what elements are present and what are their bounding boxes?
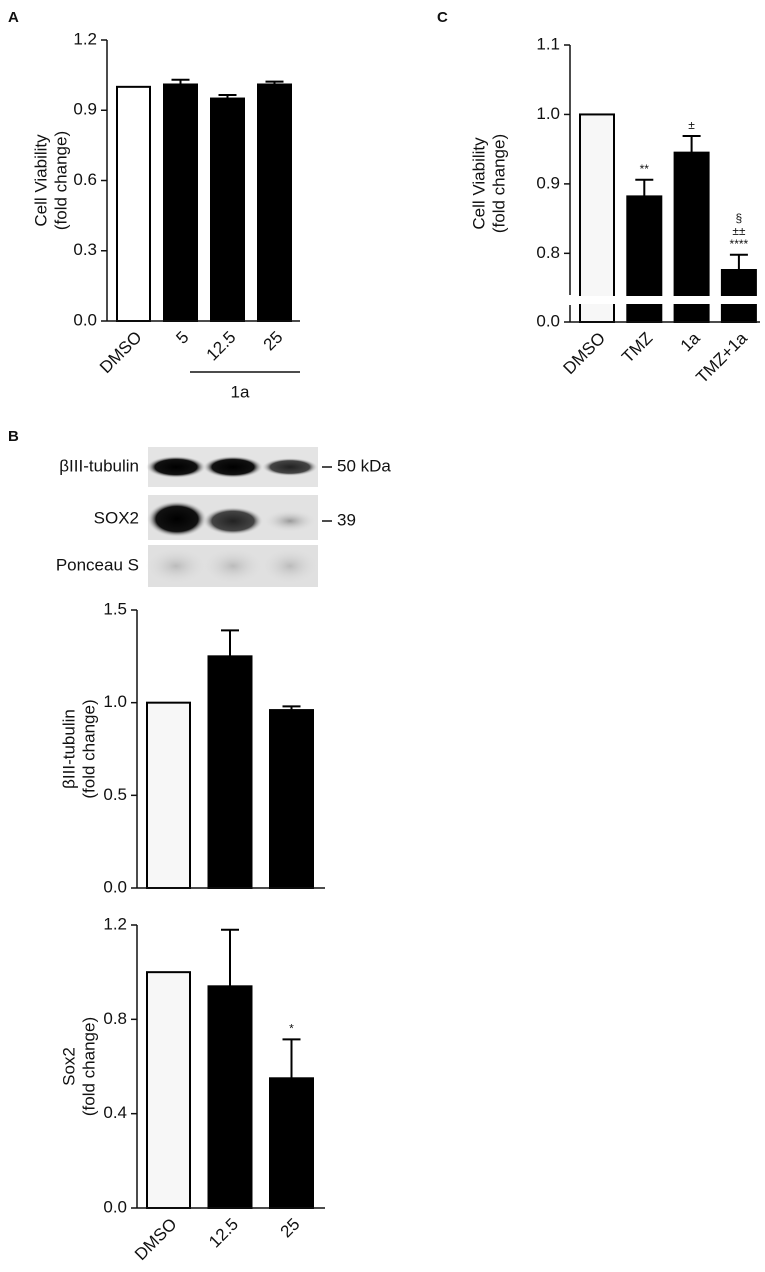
x-tick-label: DMSO	[96, 328, 145, 377]
significance-mark: **	[640, 162, 650, 176]
blot-band	[262, 548, 318, 584]
error-bar	[282, 705, 301, 711]
y-axis-label: Sox2	[59, 1047, 78, 1086]
error-bar	[221, 629, 239, 657]
y-axis-label: Cell Viability	[469, 137, 488, 230]
y-tick-label: 0.0	[103, 1197, 127, 1216]
error-bar	[171, 78, 190, 85]
blot-band	[264, 510, 316, 532]
size-marker: 50 kDa	[337, 456, 391, 475]
size-marker: 39	[337, 510, 356, 529]
blot-band	[146, 456, 206, 478]
error-bar	[282, 1038, 301, 1079]
x-tick-label: 25	[277, 1215, 304, 1242]
error-bar	[218, 94, 237, 99]
significance-mark: ****	[730, 237, 749, 251]
bar	[163, 83, 198, 322]
x-tick-label: 12.5	[203, 328, 240, 365]
y-tick-label: 0.9	[536, 173, 560, 192]
y-tick-label: 0.5	[103, 785, 127, 804]
western-blot: βIII-tubulin SOX2 Ponceau S 50 kDa 39	[56, 447, 391, 587]
y-tick-label: 1.5	[103, 599, 127, 618]
blot-label: βIII-tubulin	[59, 456, 139, 475]
significance-mark: ±	[688, 118, 695, 132]
y-tick-label: 1.2	[103, 914, 127, 933]
error-bar	[682, 134, 701, 153]
bar	[673, 151, 710, 323]
y-tick-label: 0.8	[103, 1009, 127, 1028]
panel-label: C	[437, 9, 448, 26]
error-bar	[221, 928, 239, 987]
x-tick-label: 25	[260, 328, 287, 355]
y-axis-label: (fold change)	[51, 131, 70, 230]
y-tick-label: 0.6	[73, 170, 97, 189]
axis-break	[562, 296, 762, 304]
y-tick-label: 1.1	[536, 34, 560, 53]
blot-band	[262, 458, 318, 476]
bar	[146, 701, 191, 890]
significance-mark: *	[289, 1022, 294, 1036]
x-tick-label: 12.5	[205, 1215, 242, 1252]
y-tick-label: 0.0	[73, 310, 97, 329]
bar	[146, 971, 191, 1210]
significance-mark: §	[736, 211, 743, 225]
bar	[257, 83, 292, 322]
blot-band	[147, 501, 207, 537]
y-tick-label: 1.0	[103, 692, 127, 711]
y-tick-label: 0.4	[103, 1103, 127, 1122]
significance-mark: ±±	[732, 224, 746, 238]
bar	[116, 85, 151, 323]
x-tick-label: 1a	[677, 328, 704, 355]
y-tick-label: 0.8	[536, 243, 560, 262]
x-tick-label: DMSO	[560, 329, 609, 378]
blot-label: Ponceau S	[56, 555, 139, 574]
x-tick-label: TMZ	[618, 329, 656, 367]
y-axis-label: (fold change)	[79, 1017, 98, 1116]
bar	[269, 1077, 314, 1209]
y-axis-label: (fold change)	[79, 699, 98, 798]
blot-band	[203, 548, 263, 584]
bar	[269, 709, 314, 890]
bar	[579, 113, 615, 323]
y-tick-label: 1.2	[73, 29, 97, 48]
blot-band	[203, 507, 263, 535]
panel-label: B	[8, 428, 19, 445]
blot-label: SOX2	[94, 508, 139, 527]
y-axis-label: βIII-tubulin	[59, 709, 78, 789]
y-tick-label: 0.3	[73, 240, 97, 259]
y-axis-label: Cell Viability	[31, 134, 50, 227]
y-tick-label: 1.0	[536, 104, 560, 123]
blot-band	[203, 456, 263, 478]
y-tick-label: 0.0	[103, 877, 127, 896]
bar	[210, 97, 245, 322]
bar	[207, 985, 253, 1209]
group-label: 1a	[231, 382, 250, 401]
panel-label: A	[8, 9, 19, 26]
x-tick-label: DMSO	[131, 1215, 180, 1264]
y-axis-label: (fold change)	[489, 134, 508, 233]
bar	[207, 655, 253, 889]
x-tick-label: TMZ+1a	[692, 328, 751, 387]
error-bar	[635, 178, 654, 197]
x-tick-label: 5	[172, 328, 192, 348]
error-bar	[729, 253, 748, 270]
blot-band	[146, 548, 206, 584]
y-tick-label: 0.0	[536, 311, 560, 330]
y-tick-label: 0.9	[73, 100, 97, 119]
error-bar	[265, 80, 284, 85]
